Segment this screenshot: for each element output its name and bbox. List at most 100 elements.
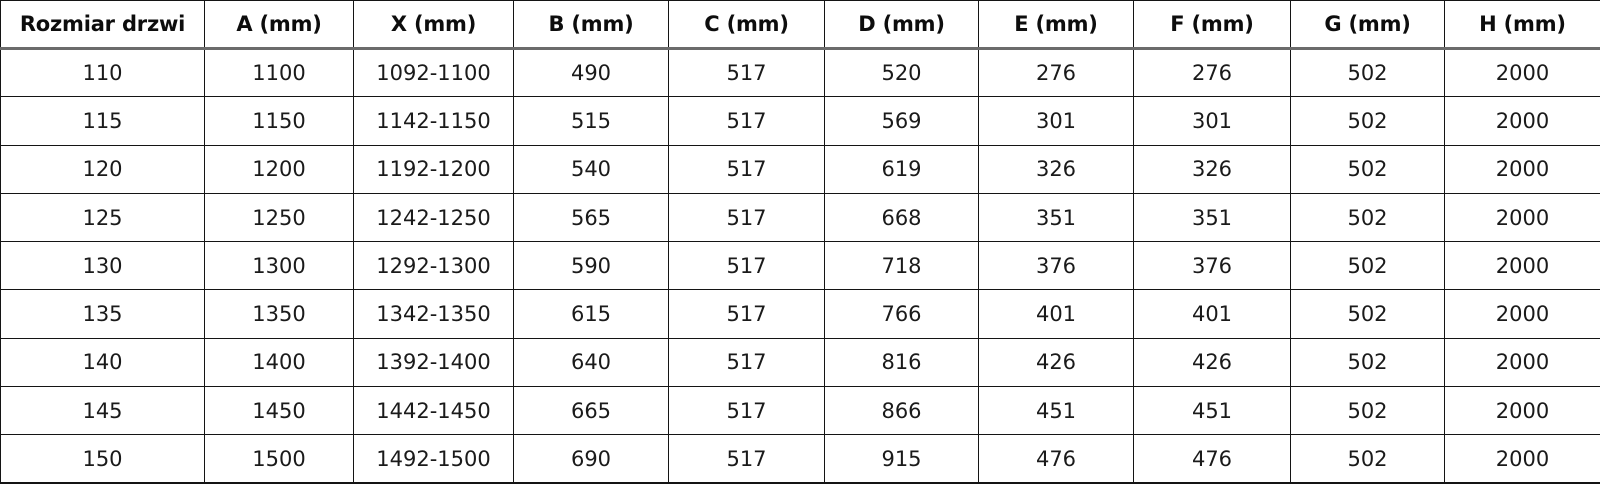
cell-dimension: 517	[668, 144, 825, 194]
cell-dimension: 1500	[204, 434, 354, 485]
column-header-7: F (mm)	[1133, 0, 1291, 50]
cell-dimension: 565	[513, 192, 669, 243]
column-header-8: G (mm)	[1290, 0, 1445, 50]
cell-dimension: 2000	[1444, 386, 1600, 436]
cell-dimension: 766	[824, 289, 979, 339]
cell-dimension: 1250	[204, 192, 354, 243]
cell-dimension: 426	[978, 337, 1134, 388]
cell-door-size: 145	[0, 386, 205, 436]
cell-dimension: 502	[1290, 289, 1445, 339]
cell-dimension: 517	[668, 241, 825, 291]
table-body: 110 1100 1092-1100 490 517 520 276 276 502 2000 11…	[0, 47, 1600, 485]
cell-dimension: 1292-1300	[353, 241, 514, 291]
cell-dimension: 401	[978, 289, 1134, 339]
cell-dimension: 1200	[204, 144, 354, 194]
cell-dimension: 502	[1290, 144, 1445, 194]
cell-dimension: 1442-1450	[353, 386, 514, 436]
cell-dimension: 2000	[1444, 434, 1600, 485]
cell-dimension: 2000	[1444, 96, 1600, 146]
cell-dimension: 301	[978, 96, 1134, 146]
cell-dimension: 301	[1133, 96, 1291, 146]
cell-dimension: 2000	[1444, 289, 1600, 339]
cell-dimension: 401	[1133, 289, 1291, 339]
cell-dimension: 276	[1133, 47, 1291, 98]
cell-dimension: 640	[513, 337, 669, 388]
cell-dimension: 376	[1133, 241, 1291, 291]
table-header: Rozmiar drzwi A (mm) X (mm) B (mm) C (mm) D (…	[0, 0, 1600, 50]
cell-door-size: 110	[0, 47, 205, 98]
table-row: 120 1200 1192-1200 540 517 619 326 326 502 2000	[0, 144, 1600, 194]
cell-dimension: 668	[824, 192, 979, 243]
cell-dimension: 351	[1133, 192, 1291, 243]
table-row: 125 1250 1242-1250 565 517 668 351 351 502 2000	[0, 192, 1600, 243]
cell-dimension: 351	[978, 192, 1134, 243]
cell-door-size: 135	[0, 289, 205, 339]
table-row: 115 1150 1142-1150 515 517 569 301 301 502 2000	[0, 96, 1600, 146]
table-row: 130 1300 1292-1300 590 517 718 376 376 502 2000	[0, 241, 1600, 291]
cell-door-size: 125	[0, 192, 205, 243]
cell-dimension: 816	[824, 337, 979, 388]
cell-dimension: 1392-1400	[353, 337, 514, 388]
cell-dimension: 1492-1500	[353, 434, 514, 485]
table-header-row: Rozmiar drzwi A (mm) X (mm) B (mm) C (mm) D (…	[0, 0, 1600, 50]
cell-dimension: 540	[513, 144, 669, 194]
cell-dimension: 1100	[204, 47, 354, 98]
table-row: 145 1450 1442-1450 665 517 866 451 451 502 2000	[0, 386, 1600, 436]
cell-dimension: 517	[668, 289, 825, 339]
cell-dimension: 515	[513, 96, 669, 146]
cell-dimension: 1450	[204, 386, 354, 436]
cell-dimension: 569	[824, 96, 979, 146]
cell-door-size: 130	[0, 241, 205, 291]
column-header-1: A (mm)	[204, 0, 354, 50]
cell-door-size: 115	[0, 96, 205, 146]
cell-dimension: 1142-1150	[353, 96, 514, 146]
column-header-5: D (mm)	[824, 0, 979, 50]
cell-dimension: 2000	[1444, 144, 1600, 194]
cell-dimension: 376	[978, 241, 1134, 291]
cell-dimension: 1300	[204, 241, 354, 291]
table-row: 110 1100 1092-1100 490 517 520 276 276 502 2000	[0, 47, 1600, 98]
cell-dimension: 2000	[1444, 192, 1600, 243]
cell-dimension: 718	[824, 241, 979, 291]
cell-dimension: 517	[668, 434, 825, 485]
cell-dimension: 502	[1290, 96, 1445, 146]
cell-dimension: 1192-1200	[353, 144, 514, 194]
cell-dimension: 615	[513, 289, 669, 339]
cell-dimension: 2000	[1444, 47, 1600, 98]
cell-dimension: 451	[978, 386, 1134, 436]
cell-door-size: 140	[0, 337, 205, 388]
cell-dimension: 1350	[204, 289, 354, 339]
column-header-3: B (mm)	[513, 0, 669, 50]
cell-dimension: 517	[668, 192, 825, 243]
cell-dimension: 866	[824, 386, 979, 436]
cell-dimension: 276	[978, 47, 1134, 98]
cell-dimension: 502	[1290, 192, 1445, 243]
cell-dimension: 665	[513, 386, 669, 436]
cell-door-size: 120	[0, 144, 205, 194]
column-header-2: X (mm)	[353, 0, 514, 50]
cell-dimension: 517	[668, 337, 825, 388]
cell-dimension: 2000	[1444, 241, 1600, 291]
cell-dimension: 476	[978, 434, 1134, 485]
column-header-9: H (mm)	[1444, 0, 1600, 50]
cell-dimension: 426	[1133, 337, 1291, 388]
cell-dimension: 476	[1133, 434, 1291, 485]
column-header-4: C (mm)	[668, 0, 825, 50]
cell-dimension: 915	[824, 434, 979, 485]
cell-dimension: 517	[668, 47, 825, 98]
cell-dimension: 490	[513, 47, 669, 98]
table-row: 140 1400 1392-1400 640 517 816 426 426 502 2000	[0, 337, 1600, 388]
cell-dimension: 517	[668, 386, 825, 436]
cell-dimension: 1400	[204, 337, 354, 388]
cell-dimension: 2000	[1444, 337, 1600, 388]
cell-dimension: 1342-1350	[353, 289, 514, 339]
cell-dimension: 1150	[204, 96, 354, 146]
column-header-6: E (mm)	[978, 0, 1134, 50]
cell-dimension: 502	[1290, 241, 1445, 291]
cell-dimension: 520	[824, 47, 979, 98]
cell-dimension: 502	[1290, 337, 1445, 388]
cell-dimension: 502	[1290, 434, 1445, 485]
cell-dimension: 517	[668, 96, 825, 146]
cell-dimension: 326	[978, 144, 1134, 194]
